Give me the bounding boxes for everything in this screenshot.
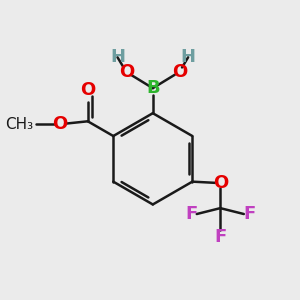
Text: CH₃: CH₃: [5, 117, 33, 132]
Text: B: B: [146, 79, 160, 97]
Text: O: O: [52, 115, 68, 133]
Text: O: O: [80, 81, 95, 99]
Text: F: F: [243, 205, 255, 223]
Text: F: F: [214, 228, 226, 246]
Text: O: O: [213, 174, 228, 192]
Text: H: H: [110, 48, 125, 66]
Text: F: F: [185, 205, 198, 223]
Text: O: O: [172, 63, 187, 81]
Text: H: H: [181, 48, 196, 66]
Text: O: O: [119, 63, 134, 81]
